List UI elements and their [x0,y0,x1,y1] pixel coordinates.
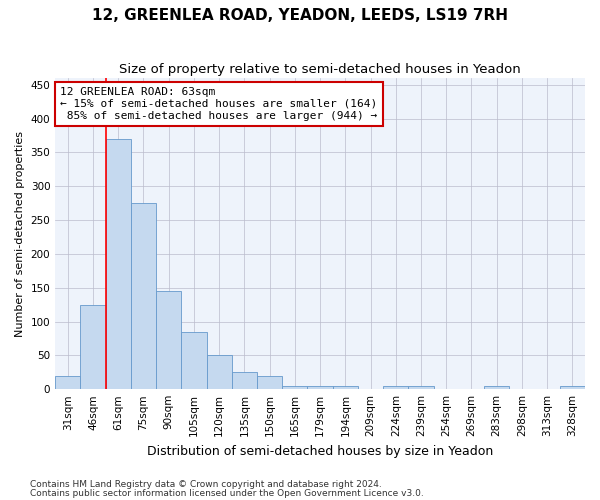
Bar [206,356,232,389]
Bar [131,203,156,389]
Bar [181,332,206,389]
Bar [232,372,257,389]
Bar [282,386,307,389]
Text: Contains public sector information licensed under the Open Government Licence v3: Contains public sector information licen… [30,488,424,498]
Bar [383,386,409,389]
Text: 12 GREENLEA ROAD: 63sqm
← 15% of semi-detached houses are smaller (164)
 85% of : 12 GREENLEA ROAD: 63sqm ← 15% of semi-de… [61,88,378,120]
Bar [560,386,585,389]
Bar [409,386,434,389]
Bar [80,304,106,389]
Bar [257,376,282,389]
Bar [55,376,80,389]
Bar [332,386,358,389]
Bar [484,386,509,389]
Bar [106,139,131,389]
Text: 12, GREENLEA ROAD, YEADON, LEEDS, LS19 7RH: 12, GREENLEA ROAD, YEADON, LEEDS, LS19 7… [92,8,508,22]
X-axis label: Distribution of semi-detached houses by size in Yeadon: Distribution of semi-detached houses by … [147,444,493,458]
Bar [156,291,181,389]
Bar [307,386,332,389]
Title: Size of property relative to semi-detached houses in Yeadon: Size of property relative to semi-detach… [119,62,521,76]
Text: Contains HM Land Registry data © Crown copyright and database right 2024.: Contains HM Land Registry data © Crown c… [30,480,382,489]
Y-axis label: Number of semi-detached properties: Number of semi-detached properties [15,130,25,336]
